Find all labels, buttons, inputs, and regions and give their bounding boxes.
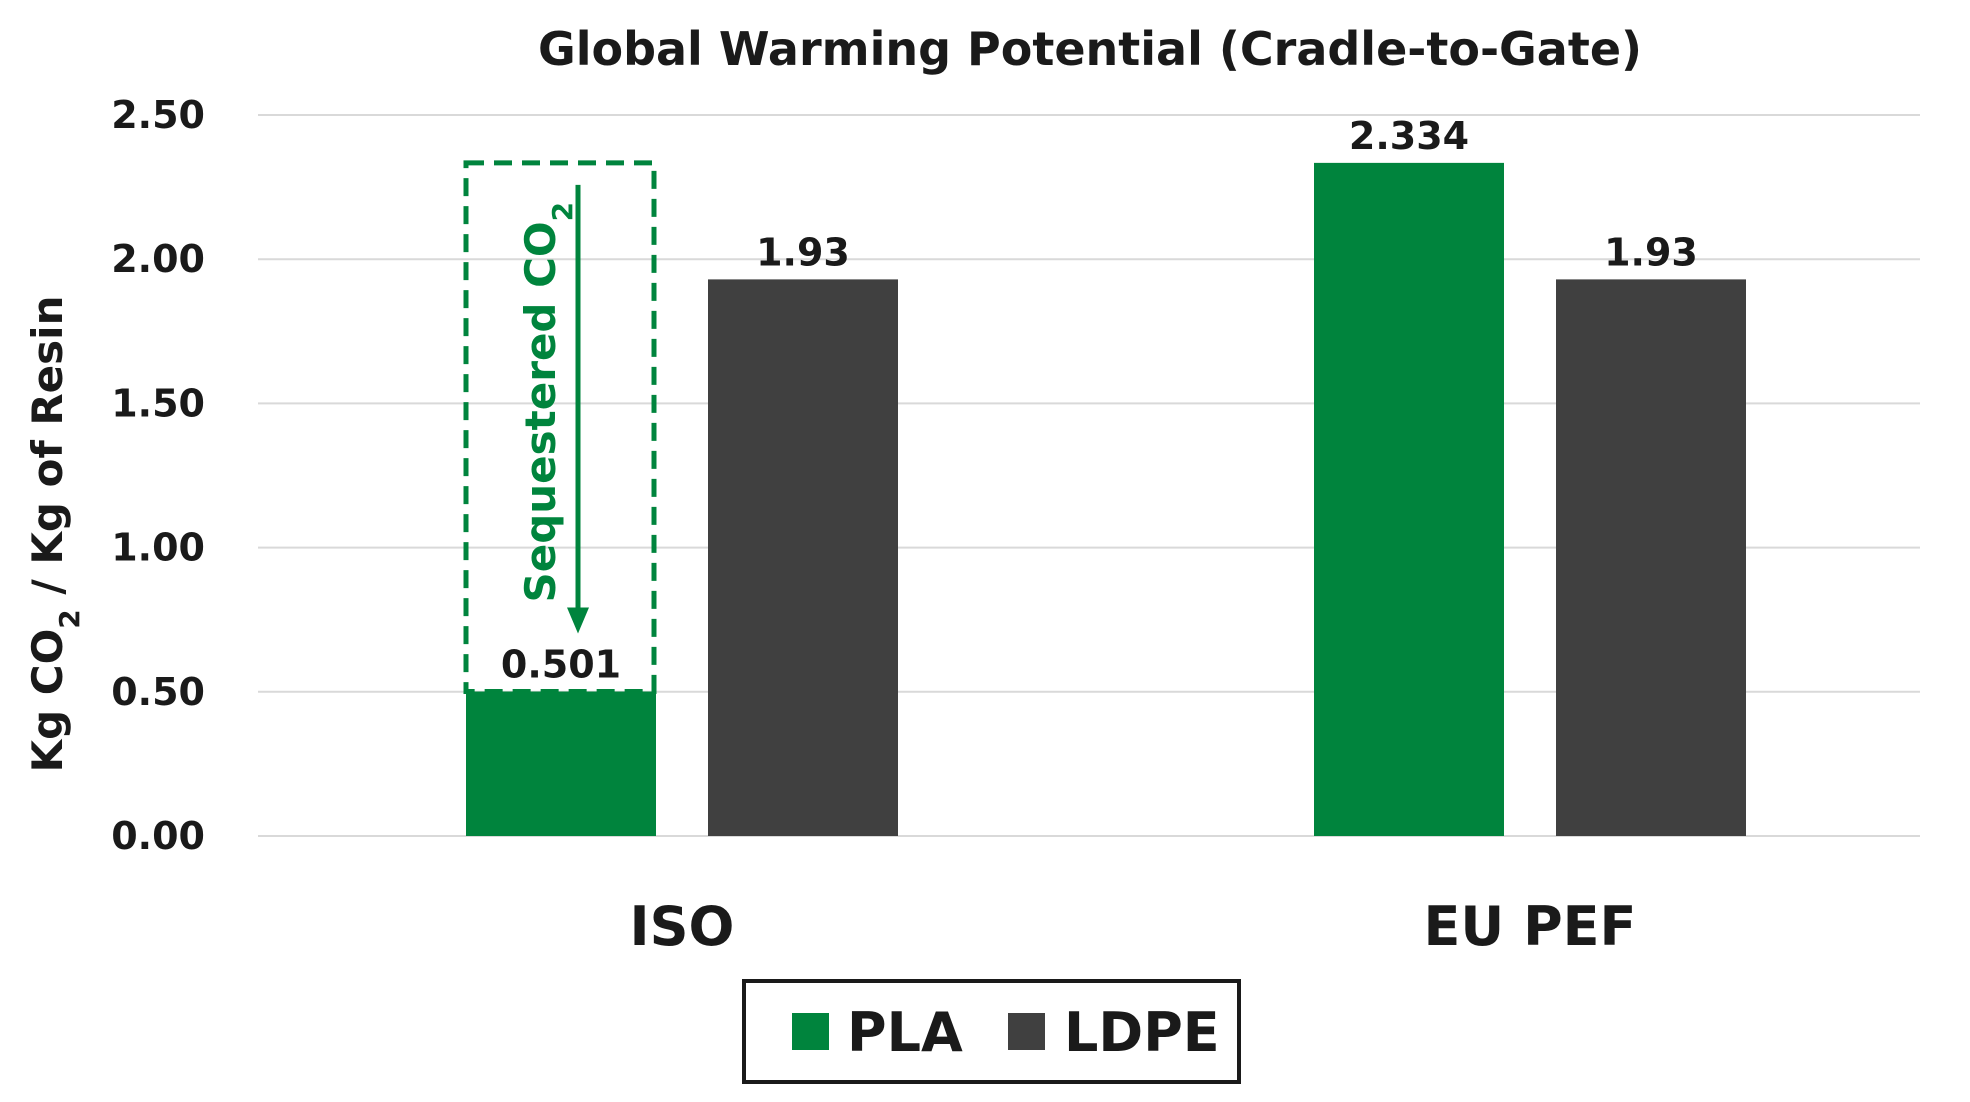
data-label: 0.501 [501, 643, 621, 687]
bars [466, 162, 1746, 837]
y-tick-label: 2.00 [111, 237, 205, 281]
legend-swatch-pla [792, 1013, 829, 1050]
y-tick-label: 1.50 [111, 381, 205, 425]
y-tick-label: 0.00 [111, 814, 205, 858]
y-tick-label: 2.50 [111, 93, 205, 137]
bar-ldpe-eu-pef [1556, 279, 1746, 836]
legend-label-pla: PLA [847, 1001, 963, 1064]
category-label: ISO [630, 895, 735, 958]
sequestered-arrow-head [567, 607, 589, 634]
chart-title: Global Warming Potential (Cradle-to-Gate… [538, 22, 1642, 76]
y-axis-label-part: Kg CO [23, 629, 72, 773]
sequestered-box [463, 160, 657, 695]
y-axis-label: Kg CO2 / Kg of Resin [23, 296, 86, 773]
bar-pla-eu-pef [1314, 162, 1504, 837]
legend-box [742, 979, 1241, 1084]
y-axis-ticks: 0.00 0.50 1.00 1.50 2.00 2.50 [111, 93, 205, 858]
legend-label-ldpe: LDPE [1064, 1001, 1220, 1064]
legend: PLA LDPE [742, 979, 1241, 1084]
data-label: 2.334 [1349, 114, 1469, 158]
data-labels: 0.501 1.93 2.334 1.93 [501, 114, 1698, 687]
annotation-subscript: 2 [546, 202, 579, 221]
sequestered-co2-annotation: Sequestered CO2 [463, 160, 657, 695]
sequestered-co2-label: Sequestered CO2 [516, 202, 579, 603]
data-label: 1.93 [756, 230, 850, 274]
category-label: EU PEF [1424, 895, 1637, 958]
y-tick-label: 1.00 [111, 526, 205, 570]
y-tick-label: 0.50 [111, 670, 205, 714]
bar-pla-iso [466, 691, 656, 836]
legend-swatch-ldpe [1008, 1013, 1045, 1050]
y-axis-label-subscript: 2 [53, 609, 86, 628]
bar-ldpe-iso [708, 279, 898, 836]
y-axis-label-part: / Kg of Resin [23, 296, 72, 610]
annotation-text-part: Sequestered CO [516, 221, 565, 602]
x-axis-categories: ISO EU PEF [630, 895, 1637, 958]
data-label: 1.93 [1604, 230, 1698, 274]
